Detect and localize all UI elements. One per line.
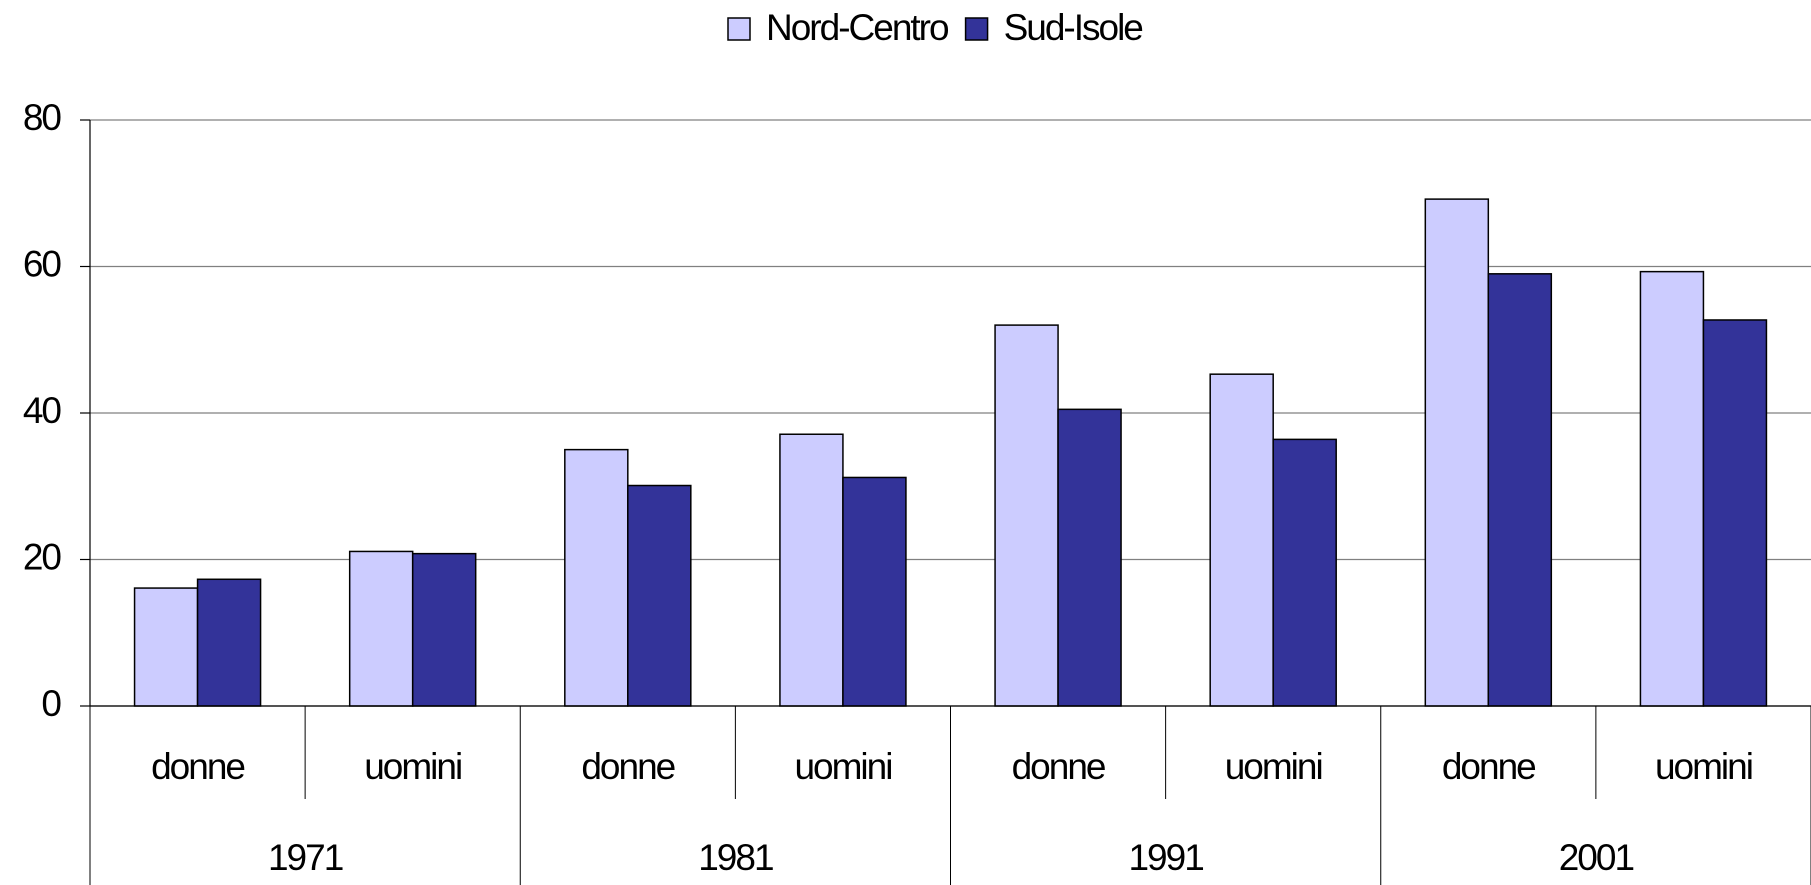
bar — [779, 433, 844, 707]
legend-swatch — [727, 17, 751, 41]
bar — [627, 484, 692, 707]
x-tick-label: donne — [151, 746, 244, 787]
bar — [411, 552, 477, 707]
group-label: 2001 — [1559, 837, 1634, 878]
bar — [1272, 438, 1337, 707]
bar — [1639, 270, 1705, 707]
legend-swatch — [964, 17, 989, 41]
x-tick-label: uomini — [1655, 746, 1752, 787]
bar — [842, 476, 907, 707]
bar — [994, 324, 1059, 707]
bar — [1209, 373, 1274, 707]
bar — [348, 550, 414, 707]
x-tick-label: donne — [581, 746, 674, 787]
y-tick-label: 40 — [23, 390, 62, 431]
y-tick-label: 0 — [41, 683, 61, 724]
bar — [133, 587, 199, 707]
x-tick-label: uomini — [1225, 746, 1322, 787]
group-label: 1971 — [268, 837, 343, 878]
y-tick-label: 60 — [23, 243, 62, 284]
group-label: 1991 — [1128, 837, 1203, 878]
y-tick-label: 80 — [23, 97, 62, 138]
x-tick-label: uomini — [364, 746, 461, 787]
bar — [1424, 198, 1490, 707]
y-tick-label: 20 — [23, 536, 62, 577]
legend-label: Nord-Centro — [766, 7, 949, 48]
group-label: 1981 — [698, 837, 773, 878]
bar — [564, 448, 629, 707]
bar — [196, 578, 262, 707]
bar — [1057, 408, 1122, 707]
bar — [1487, 273, 1553, 707]
x-tick-label: donne — [1442, 746, 1535, 787]
bar — [1702, 319, 1768, 707]
x-tick-label: donne — [1012, 746, 1105, 787]
legend-label: Sud-Isole — [1004, 7, 1143, 48]
x-tick-label: uomini — [794, 746, 891, 787]
